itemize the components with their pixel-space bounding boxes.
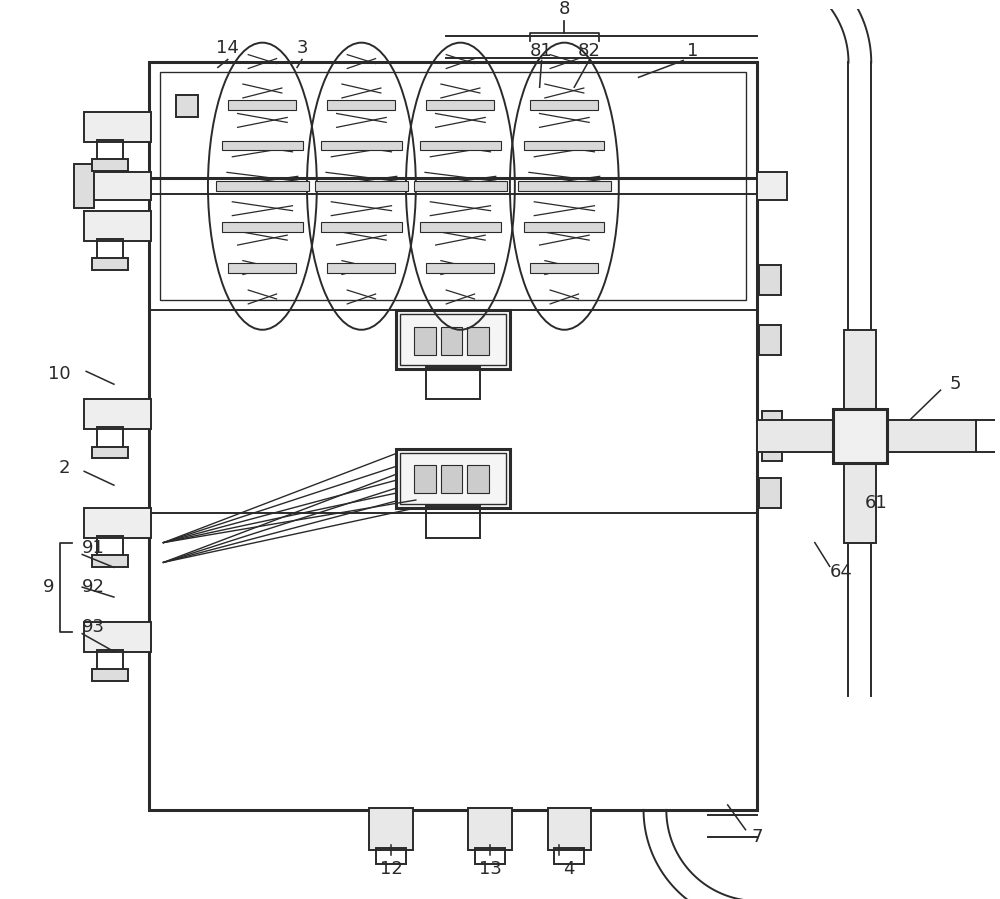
Text: 1: 1 <box>687 41 699 59</box>
Bar <box>759 265 781 295</box>
Bar <box>97 427 123 449</box>
Bar <box>468 808 512 850</box>
Bar <box>216 182 309 191</box>
Text: 14: 14 <box>216 39 239 57</box>
Bar <box>376 848 406 864</box>
Bar <box>91 173 151 200</box>
Bar <box>315 182 408 191</box>
Bar <box>467 326 489 354</box>
Bar <box>530 100 598 110</box>
Text: 81: 81 <box>530 41 553 59</box>
Bar <box>426 100 494 110</box>
Bar <box>92 259 128 271</box>
Text: 4: 4 <box>564 860 575 878</box>
Bar <box>844 463 876 543</box>
Bar <box>467 466 489 494</box>
Bar <box>441 326 462 354</box>
Bar <box>92 670 128 681</box>
Bar <box>833 409 887 463</box>
Bar <box>97 238 123 261</box>
Bar <box>518 182 611 191</box>
Bar <box>228 263 296 272</box>
Bar <box>327 263 395 272</box>
Bar <box>160 72 746 300</box>
Bar <box>396 310 510 369</box>
Bar <box>92 447 128 458</box>
Text: 5: 5 <box>950 375 961 393</box>
Bar <box>554 848 584 864</box>
Bar <box>441 466 462 494</box>
Bar <box>524 222 604 232</box>
Bar <box>321 222 402 232</box>
Bar <box>844 330 876 409</box>
Text: 9: 9 <box>43 578 54 596</box>
Bar <box>400 314 506 365</box>
Bar <box>762 412 782 461</box>
Bar <box>414 182 507 191</box>
Bar <box>976 421 1000 452</box>
Bar <box>530 263 598 272</box>
Bar <box>84 112 151 142</box>
Text: 2: 2 <box>59 459 70 477</box>
Bar <box>420 140 501 150</box>
Bar <box>887 421 976 452</box>
Bar <box>84 622 151 652</box>
Text: 3: 3 <box>296 39 308 57</box>
Bar <box>327 100 395 110</box>
Bar <box>222 222 303 232</box>
Text: 82: 82 <box>578 41 601 59</box>
Bar <box>84 399 151 429</box>
Bar <box>524 140 604 150</box>
Text: 13: 13 <box>479 860 502 878</box>
Text: 92: 92 <box>82 578 105 596</box>
Bar <box>426 506 480 538</box>
Text: 91: 91 <box>82 539 105 556</box>
Bar <box>97 536 123 557</box>
Bar <box>222 140 303 150</box>
Bar <box>426 368 480 399</box>
Bar <box>97 649 123 672</box>
Text: 64: 64 <box>830 564 853 582</box>
Bar <box>321 140 402 150</box>
Bar <box>97 139 123 162</box>
Bar <box>414 326 436 354</box>
Bar <box>759 325 781 354</box>
Bar <box>414 466 436 494</box>
Bar <box>426 263 494 272</box>
Bar <box>92 556 128 567</box>
Bar <box>475 848 505 864</box>
Bar <box>757 173 787 200</box>
Bar <box>400 452 506 504</box>
Bar <box>548 808 591 850</box>
Bar <box>757 421 833 452</box>
Bar <box>759 478 781 508</box>
Text: 7: 7 <box>752 828 763 846</box>
Bar <box>228 100 296 110</box>
Bar <box>176 95 198 117</box>
Text: 10: 10 <box>48 365 71 383</box>
Bar <box>396 449 510 508</box>
Bar <box>74 165 94 208</box>
Text: 12: 12 <box>380 860 403 878</box>
Bar <box>84 211 151 241</box>
Bar <box>420 222 501 232</box>
Text: 61: 61 <box>865 494 888 512</box>
Text: 8: 8 <box>559 0 570 18</box>
Bar <box>149 62 757 810</box>
Bar <box>369 808 413 850</box>
Text: 93: 93 <box>82 618 105 636</box>
Bar <box>84 508 151 538</box>
Bar <box>92 159 128 172</box>
